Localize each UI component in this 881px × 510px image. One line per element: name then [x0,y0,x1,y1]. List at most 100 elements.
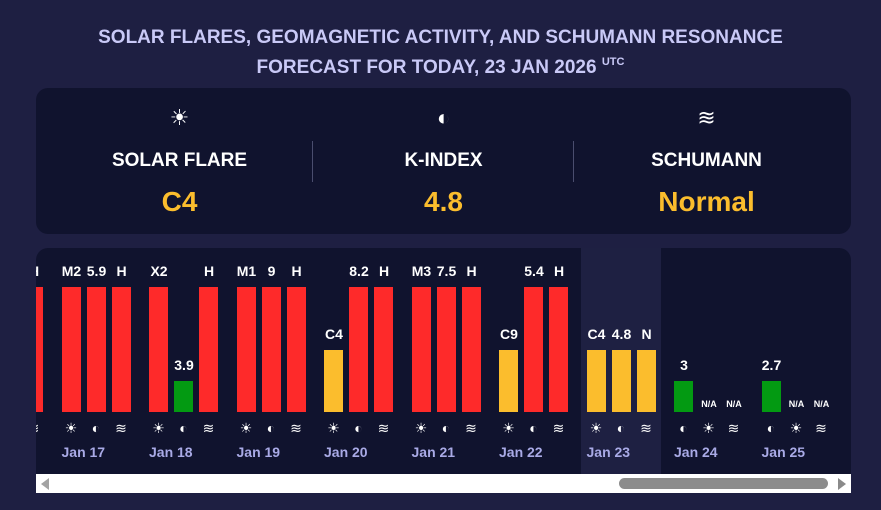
kindex-value-label: 8.2 [349,263,369,279]
sun-icon: ☀ [169,105,190,130]
solar-value-label: C9 [500,326,518,342]
kindex-bar[interactable] [524,287,543,412]
solar-value-label: N/A [701,399,717,409]
kindex-value-label: 2.7 [761,357,782,373]
sun-icon: ☀ [64,420,78,436]
solar-value-label: C4 [325,326,343,342]
magnet-icon: ◐ [436,105,451,130]
schumann-bar[interactable] [549,287,568,412]
schumann-value-label: H [116,263,127,279]
summary-solar-flare: ☀ SOLAR FLARE C4 [44,88,315,234]
day-label: Jan 19 [236,444,281,460]
waves-icon: ≋ [202,420,215,436]
summary-schumann: ≋ SCHUMANN Normal [571,88,842,234]
schumann-bar[interactable] [461,287,481,412]
solar-value-label: X2 [150,263,168,279]
solar-value-label: M2 [61,263,82,279]
schumann-bar[interactable] [111,287,131,412]
schumann-value-label: N [641,326,652,342]
scroll-right-arrow[interactable] [838,478,846,490]
waves-icon: ≋ [552,420,565,436]
sun-icon: ☀ [502,420,515,436]
sun-icon: ☀ [239,420,253,436]
divider [312,141,313,182]
magnet-icon: ◐ [616,420,626,436]
kindex-bar[interactable] [674,381,693,412]
solar-bar[interactable] [586,350,606,412]
summary-value: C4 [161,186,198,217]
solar-bar[interactable] [499,350,518,412]
forecast-chart[interactable]: ☀ ◐ H ≋ M2 ☀ 5.9 ◐ H ≋ Jan 17 X2 ☀ 3.9 ◐ H ≋ Jan 18 M1 ☀ 9 ◐ H… [36,248,851,474]
solar-bar[interactable] [149,287,168,412]
sun-icon: ☀ [414,420,428,436]
waves-icon: ≋ [640,420,652,436]
kindex-bar[interactable] [761,381,781,412]
page-title: SOLAR FLARES, GEOMAGNETIC ACTIVITY, AND … [0,25,881,80]
kindex-value-label: 9 [267,263,276,279]
schumann-value-label: H [378,263,390,279]
sun-icon: ☀ [327,420,340,436]
kindex-bar[interactable] [436,287,456,412]
schumann-value-label: N/A [726,399,742,409]
schumann-bar[interactable] [374,287,393,412]
solar-bar[interactable] [411,287,431,412]
today-summary-panel: ☀ SOLAR FLARE C4 ◐ K-INDEX 4.8 ≋ SCHUMAN… [36,88,851,234]
day-label: Jan 21 [411,444,456,460]
solar-value-label: N/A [788,399,805,409]
day-label: Jan 18 [149,444,193,460]
schumann-value-label: H [553,263,565,279]
summary-label: SOLAR FLARE [111,150,248,171]
magnet-icon: ◐ [266,420,276,436]
waves-icon: ≋ [36,420,43,437]
kindex-value-label: 3 [680,357,688,373]
day-label: Jan 17 [61,444,106,460]
solar-value-label: M1 [236,263,257,279]
kindex-value-label: 3.9 [174,357,194,373]
waves-icon: ≋ [697,105,716,130]
solar-value-label: C4 [587,326,606,342]
kindex-bar[interactable] [86,287,106,412]
magnet-icon: ◐ [529,420,538,436]
waves-icon: ≋ [465,420,477,436]
solar-bar[interactable] [61,287,81,412]
waves-icon: ≋ [290,420,302,436]
horizontal-scrollbar[interactable] [36,474,851,493]
schumann-bar[interactable] [636,350,656,412]
waves-icon: ≋ [377,420,390,436]
scroll-left-arrow[interactable] [41,478,49,490]
day-label: Jan 22 [499,444,543,460]
schumann-value-label: N/A [813,399,830,409]
schumann-value-label: H [291,263,302,279]
schumann-bar[interactable] [199,287,218,412]
kindex-bar[interactable] [611,350,631,412]
kindex-value-label: 7.5 [436,263,457,279]
solar-bar[interactable] [236,287,256,412]
schumann-value-label: H [36,263,49,279]
solar-bar[interactable] [324,350,343,412]
summary-k-index: ◐ K-INDEX 4.8 [308,88,579,234]
kindex-bar[interactable] [349,287,368,412]
summary-value: 4.8 [424,186,463,217]
schumann-value-label: H [203,263,215,279]
kindex-value-label: 5.4 [524,263,544,279]
title-line-1: SOLAR FLARES, GEOMAGNETIC ACTIVITY, AND … [98,27,783,48]
sun-icon: ☀ [789,420,803,436]
day-label: Jan 20 [324,444,368,460]
day-label: Jan 25 [761,444,806,460]
schumann-value-label: H [466,263,477,279]
magnet-icon: ◐ [766,420,776,436]
kindex-bar[interactable] [174,381,193,412]
kindex-bar[interactable] [261,287,281,412]
day-label: Jan 23 [586,444,631,460]
magnet-icon: ◐ [91,420,101,436]
scrollbar-thumb[interactable] [619,478,828,489]
magnet-icon: ◐ [679,420,688,436]
utc-label: UTC [601,56,625,68]
waves-icon: ≋ [815,420,827,436]
magnet-icon: ◐ [441,420,451,436]
sun-icon: ☀ [589,420,603,436]
schumann-bar[interactable] [36,287,43,412]
kindex-value-label: 4.8 [611,326,632,342]
schumann-bar[interactable] [286,287,306,412]
summary-label: SCHUMANN [651,150,762,171]
